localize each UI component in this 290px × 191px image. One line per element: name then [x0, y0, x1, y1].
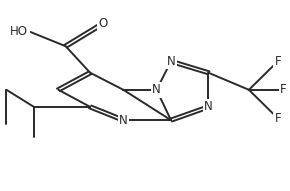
Text: HO: HO [10, 24, 28, 38]
Text: N: N [204, 100, 213, 113]
Text: N: N [119, 114, 128, 127]
Text: O: O [99, 17, 108, 30]
Text: N: N [166, 55, 175, 68]
Text: F: F [280, 83, 287, 96]
Text: F: F [274, 55, 281, 68]
Text: F: F [274, 112, 281, 125]
Text: N: N [152, 83, 161, 96]
